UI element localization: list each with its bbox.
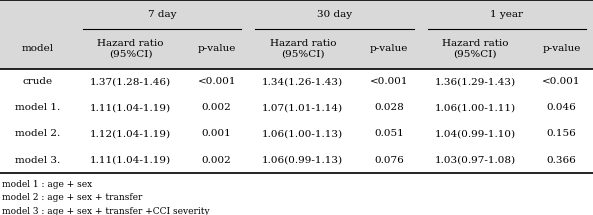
Text: 30 day: 30 day — [317, 10, 352, 19]
Text: p-value: p-value — [197, 45, 236, 53]
Text: model 3.: model 3. — [15, 155, 60, 164]
Text: 1.34(1.26-1.43): 1.34(1.26-1.43) — [262, 77, 343, 86]
Text: <0.001: <0.001 — [542, 77, 581, 86]
Text: <0.001: <0.001 — [197, 77, 236, 86]
Text: 1.36(1.29-1.43): 1.36(1.29-1.43) — [435, 77, 516, 86]
Text: 1.07(1.01-1.14): 1.07(1.01-1.14) — [262, 103, 343, 112]
Text: model 2 : age + sex + transfer: model 2 : age + sex + transfer — [2, 194, 142, 203]
Text: 1.03(0.97-1.08): 1.03(0.97-1.08) — [435, 155, 516, 164]
Text: 0.076: 0.076 — [374, 155, 404, 164]
Text: p-value: p-value — [370, 45, 408, 53]
Text: model 1.: model 1. — [15, 103, 60, 112]
Text: 0.028: 0.028 — [374, 103, 404, 112]
Text: 1.11(1.04-1.19): 1.11(1.04-1.19) — [90, 103, 171, 112]
Text: 0.366: 0.366 — [547, 155, 576, 164]
Text: 1.06(1.00-1.13): 1.06(1.00-1.13) — [262, 129, 343, 138]
Text: crude: crude — [23, 77, 53, 86]
Text: 0.002: 0.002 — [202, 103, 231, 112]
Text: 1.37(1.28-1.46): 1.37(1.28-1.46) — [90, 77, 171, 86]
Text: 7 day: 7 day — [148, 10, 176, 19]
Text: <0.001: <0.001 — [370, 77, 408, 86]
Text: model: model — [22, 45, 54, 53]
Text: 0.046: 0.046 — [547, 103, 576, 112]
Text: 0.001: 0.001 — [202, 129, 231, 138]
Text: Hazard ratio
(95%CI): Hazard ratio (95%CI) — [270, 39, 336, 59]
Text: 1 year: 1 year — [490, 10, 524, 19]
Text: Hazard ratio
(95%CI): Hazard ratio (95%CI) — [97, 39, 164, 59]
Text: 1.06(1.00-1.11): 1.06(1.00-1.11) — [435, 103, 516, 112]
Text: model 3 : age + sex + transfer +CCI severity: model 3 : age + sex + transfer +CCI seve… — [2, 207, 209, 215]
Text: 1.06(0.99-1.13): 1.06(0.99-1.13) — [262, 155, 343, 164]
Text: 0.051: 0.051 — [374, 129, 404, 138]
Text: 1.11(1.04-1.19): 1.11(1.04-1.19) — [90, 155, 171, 164]
Bar — [0, 29, 593, 69]
Text: p-value: p-value — [542, 45, 581, 53]
Text: 0.002: 0.002 — [202, 155, 231, 164]
Text: 0.156: 0.156 — [547, 129, 576, 138]
Text: model 2.: model 2. — [15, 129, 60, 138]
Text: 1.04(0.99-1.10): 1.04(0.99-1.10) — [435, 129, 516, 138]
Text: Hazard ratio
(95%CI): Hazard ratio (95%CI) — [442, 39, 508, 59]
Text: model 1 : age + sex: model 1 : age + sex — [2, 180, 92, 189]
Text: 1.12(1.04-1.19): 1.12(1.04-1.19) — [90, 129, 171, 138]
Bar — [0, 0, 593, 29]
